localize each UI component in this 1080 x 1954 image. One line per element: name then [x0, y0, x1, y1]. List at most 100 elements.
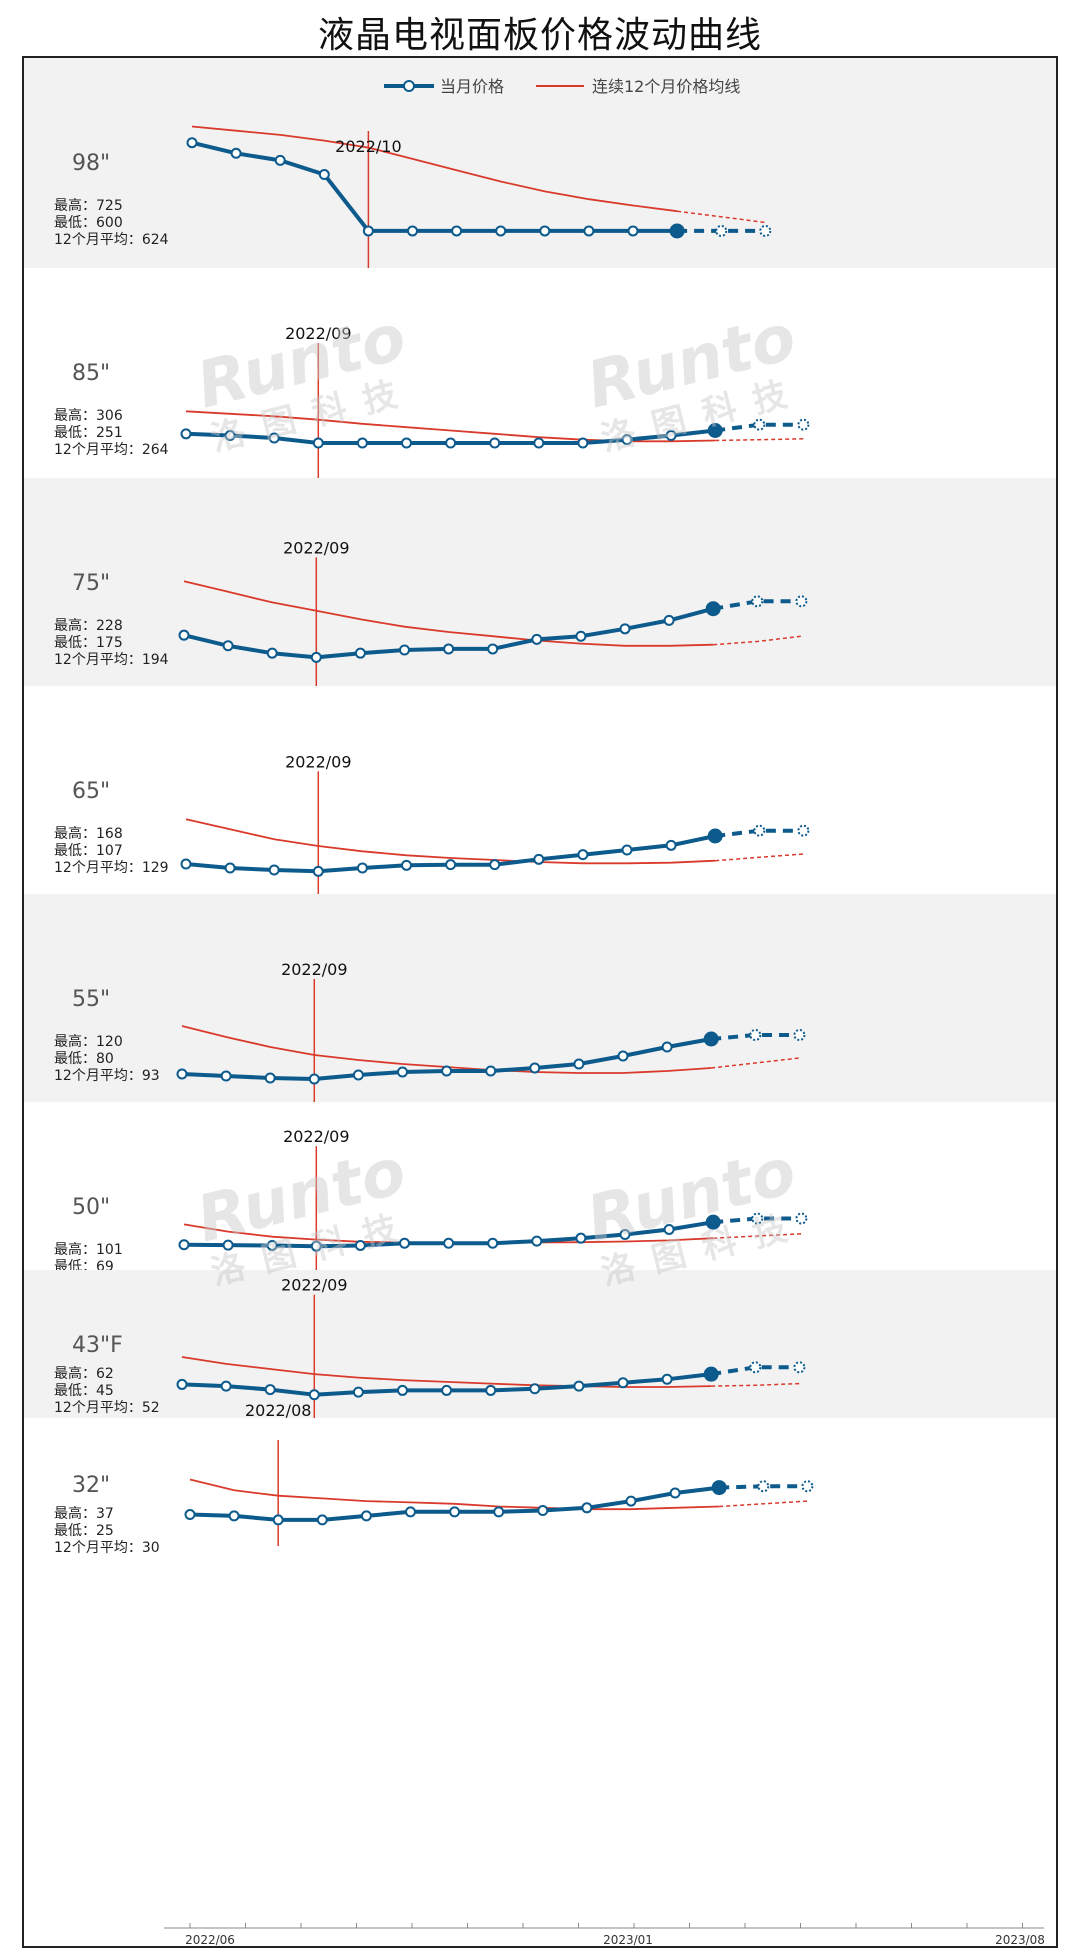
price-point — [663, 614, 675, 626]
panel-1 — [24, 268, 1056, 478]
stat-line: 最高：37 — [54, 1505, 114, 1522]
legend-current-marker — [403, 80, 415, 92]
latest-price-point — [707, 828, 723, 844]
latest-price-point — [703, 1366, 719, 1382]
price-point — [583, 225, 595, 237]
price-point — [663, 1223, 675, 1235]
stat-line: 最低：80 — [54, 1051, 114, 1067]
forecast-price-point — [749, 1361, 762, 1374]
price-point — [176, 1068, 188, 1080]
stat-line: 12个月平均：264 — [54, 442, 169, 458]
stat-line: 12个月平均：194 — [54, 652, 169, 668]
forecast-price-point — [753, 824, 766, 837]
x-tick-label: 2023/01 — [603, 1933, 653, 1946]
price-point — [220, 1070, 232, 1082]
price-point — [401, 437, 412, 449]
forecast-price-point — [797, 824, 810, 837]
price-point — [533, 853, 545, 865]
size-label: 43"F — [72, 1333, 123, 1358]
latest-price-point — [703, 1031, 719, 1047]
price-point — [397, 1066, 408, 1078]
price-point — [619, 1229, 631, 1241]
price-point — [443, 1237, 455, 1249]
price-point — [176, 1378, 188, 1390]
forecast-price-point — [759, 224, 772, 237]
stat-line: 最高：306 — [54, 407, 123, 424]
price-point — [268, 432, 280, 444]
price-point — [581, 1502, 593, 1514]
size-label: 98" — [72, 151, 110, 176]
current-price-forecast — [714, 422, 804, 433]
price-point — [575, 630, 587, 642]
price-point — [312, 437, 324, 449]
price-point — [451, 225, 463, 237]
panel-5 — [24, 1102, 1056, 1270]
price-point — [529, 1383, 541, 1395]
price-point — [493, 1506, 505, 1518]
price-point — [577, 437, 589, 449]
price-point — [573, 1058, 585, 1070]
stat-line: 12个月平均：624 — [54, 232, 169, 248]
price-point — [407, 225, 418, 237]
chart-frame: 98" 最高：725 最低：600 12个月平均：624 2022/10 85" 最高：30… — [22, 56, 1058, 1948]
forecast-price-point — [793, 1029, 806, 1041]
price-point — [665, 430, 677, 441]
price-point — [360, 1510, 372, 1522]
legend-current-label: 当月价格 — [440, 77, 504, 96]
price-point — [352, 1386, 364, 1398]
price-point — [441, 1065, 453, 1077]
price-point — [537, 1505, 549, 1516]
panel-2 — [24, 478, 1056, 686]
price-point — [531, 633, 543, 645]
month-marker-label: 2022/09 — [285, 752, 351, 771]
price-point — [268, 864, 280, 876]
price-point — [318, 168, 330, 180]
price-point — [397, 1384, 408, 1396]
price-point — [575, 1232, 587, 1244]
panel-4 — [24, 894, 1056, 1102]
price-point — [621, 844, 633, 856]
price-point — [441, 1384, 453, 1396]
stat-line: 12个月平均：30 — [54, 1540, 160, 1556]
chart-title: 液晶电视面板价格波动曲线 — [317, 15, 762, 56]
forecast-price-point — [757, 1480, 770, 1493]
forecast-price-point — [715, 224, 728, 237]
avg-line-forecast — [719, 1500, 808, 1508]
price-point — [665, 839, 677, 851]
price-point — [274, 154, 286, 166]
forecast-price-point — [751, 595, 764, 608]
stat-line: 12个月平均：93 — [54, 1068, 160, 1084]
price-point — [180, 858, 192, 870]
price-point — [577, 849, 589, 861]
avg-line — [191, 125, 678, 213]
avg-line-forecast — [711, 1382, 800, 1387]
price-point — [222, 1239, 234, 1251]
price-point — [533, 437, 545, 449]
avg-line-forecast — [713, 635, 802, 646]
forecast-price-point — [801, 1480, 814, 1493]
avg-line-forecast — [715, 438, 804, 442]
price-point — [178, 629, 190, 641]
price-point — [356, 862, 368, 874]
panel-7 — [24, 1418, 1056, 1546]
price-point — [354, 1239, 366, 1251]
price-point — [264, 1384, 276, 1396]
forecast-price-point — [753, 418, 766, 431]
avg-line — [183, 580, 714, 647]
price-point — [399, 1237, 410, 1249]
stat-line: 最高：101 — [54, 1241, 123, 1258]
price-point — [445, 437, 457, 449]
latest-price-point — [705, 601, 721, 617]
forecast-price-point — [795, 595, 808, 608]
price-point — [399, 644, 410, 656]
stat-line: 最低：25 — [54, 1523, 114, 1539]
price-point — [485, 1384, 497, 1396]
forecast-price-point — [751, 1212, 764, 1225]
price-point — [272, 1514, 284, 1526]
stat-line: 最低：600 — [54, 215, 123, 231]
price-point — [266, 1239, 278, 1251]
current-price-forecast — [714, 828, 804, 838]
month-marker-label: 2022/09 — [283, 538, 349, 557]
price-point — [186, 137, 198, 149]
